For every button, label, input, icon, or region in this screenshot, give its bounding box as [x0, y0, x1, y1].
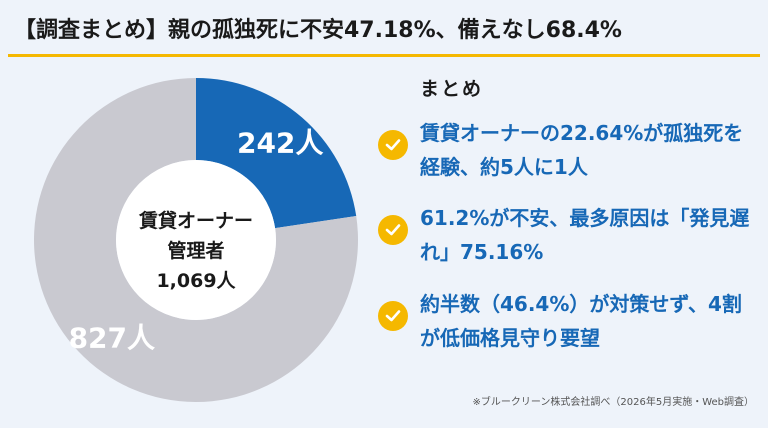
center-label-line-1: 賃貸オーナー: [138, 210, 253, 232]
donut-center-label: 賃貸オーナー 管理者 1,069人: [120, 206, 272, 296]
pie-slice-1: [34, 78, 358, 403]
summary-point-text: 賃貸オーナーの22.64%が孤独死を経験、約5人に1人: [420, 121, 744, 179]
slice-label-1: 827人: [69, 322, 155, 355]
title-underline: [8, 54, 760, 57]
center-label-total: 1,069人: [156, 270, 236, 292]
check-icon: [378, 130, 408, 160]
center-label-line-2: 管理者: [167, 240, 225, 262]
pie-slice-0: [196, 78, 357, 229]
slice-label-0: 242人: [237, 126, 323, 159]
donut-chart: 242人 827人: [34, 78, 358, 403]
check-icon: [378, 301, 408, 331]
summary-point-text: 約半数（46.4%）が対策せず、4割が低価格見守り要望: [420, 292, 742, 350]
summary-point-text: 61.2%が不安、最多原因は「発見遅れ」75.16%: [420, 206, 750, 264]
donut-hole: [116, 160, 276, 320]
check-icon: [378, 215, 408, 245]
source-footnote: ※ブルークリーン株式会社調べ（2026年5月実施・Web調査）: [472, 397, 755, 408]
page-title: 【調査まとめ】親の孤独死に不安47.18%、備えなし68.4%: [14, 18, 622, 43]
summary-heading: まとめ: [420, 78, 484, 100]
